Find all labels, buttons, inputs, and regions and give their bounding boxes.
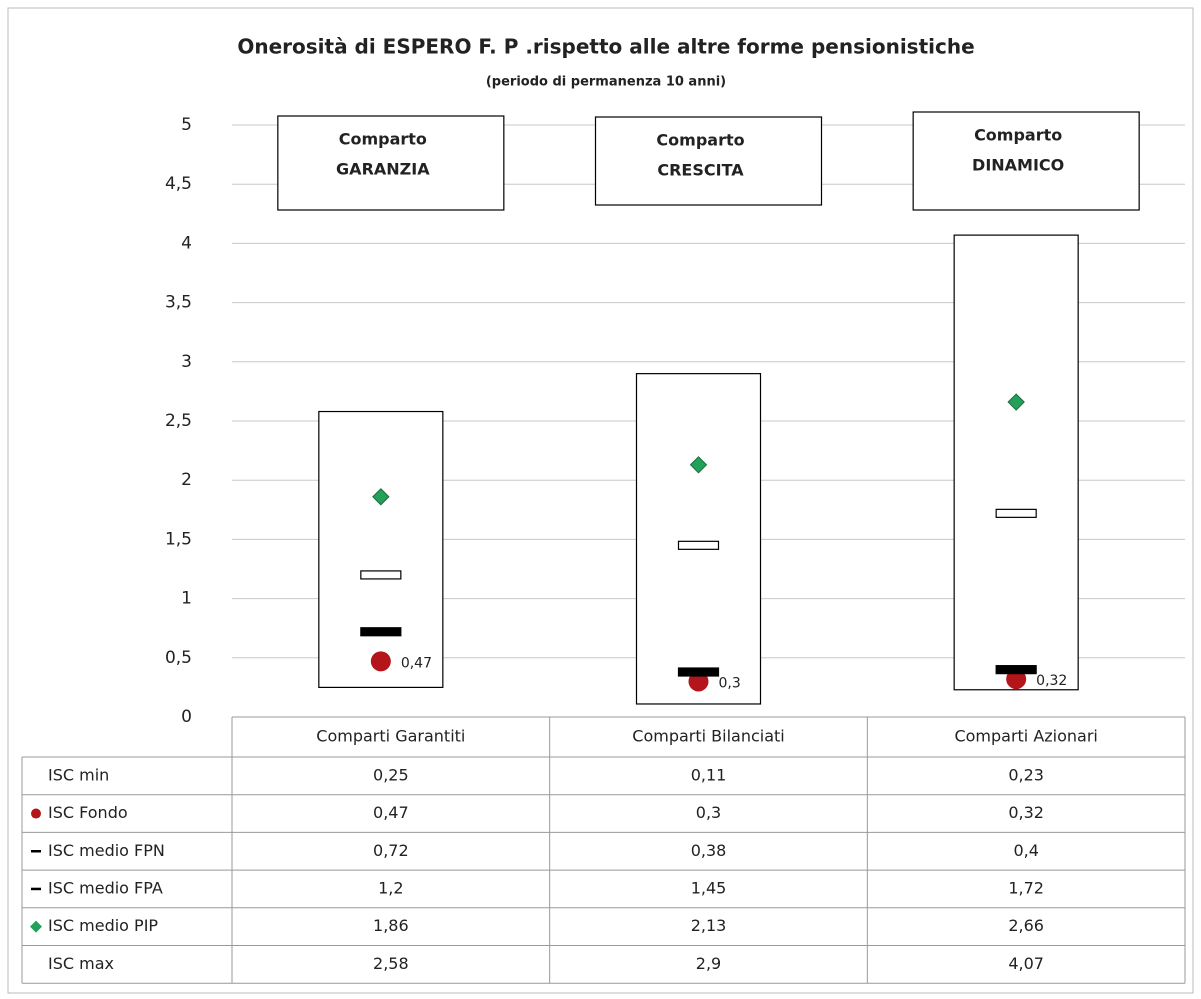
pip-marker: [689, 456, 708, 474]
range-box: [318, 410, 444, 689]
y-tick-label: 3,5: [165, 293, 192, 313]
y-tick-label: 5: [181, 115, 192, 135]
range-box: [635, 373, 762, 705]
row-label: ISC min: [48, 765, 109, 784]
pip-marker: [1007, 393, 1025, 411]
y-tick-label: 1,5: [165, 529, 192, 549]
y-tick-label: 2: [181, 470, 192, 490]
annotation-text: CRESCITA: [657, 161, 744, 180]
table-cell: 1,86: [373, 916, 409, 935]
row-label: ISC medio PIP: [48, 916, 158, 935]
table-cell: 2,58: [373, 954, 409, 973]
table-cell: 4,07: [1008, 954, 1044, 973]
chart-subtitle: (periodo di permanenza 10 anni): [486, 75, 726, 90]
table-cell: 1,2: [378, 878, 403, 897]
table-cell: 0,38: [691, 841, 727, 860]
table-cell: 1,72: [1008, 878, 1044, 897]
data-label: 0,3: [719, 675, 741, 691]
mean-bar: [360, 570, 402, 580]
mean-bar: [995, 665, 1037, 675]
annotation-text: DINAMICO: [972, 156, 1064, 175]
row-label: ISC max: [48, 954, 114, 973]
range-box: [953, 234, 1079, 691]
annotation-text: GARANZIA: [336, 160, 430, 179]
y-tick-label: 3: [181, 352, 192, 372]
mean-bar: [677, 667, 720, 677]
annotation-text: Comparto: [974, 126, 1062, 145]
row-label: ISC medio FPA: [48, 878, 163, 897]
table-cell: 0,32: [1008, 803, 1044, 822]
table-cell: 0,47: [373, 803, 409, 822]
table-cell: 2,9: [696, 954, 721, 973]
data-label: 0,47: [401, 655, 432, 671]
table-cell: 0,23: [1008, 765, 1044, 784]
x-tick-label: Comparti Garantiti: [316, 727, 465, 746]
table-cell: 0,3: [696, 803, 721, 822]
annotation-text: Comparto: [339, 130, 427, 149]
table-cell: 0,11: [691, 765, 727, 784]
y-tick-label: 1: [181, 589, 192, 609]
fondo-marker: [370, 651, 391, 672]
mean-bar: [995, 508, 1037, 518]
legend-marker: [31, 808, 41, 819]
data-label: 0,32: [1036, 673, 1067, 689]
y-tick-label: 0,5: [165, 648, 192, 668]
legend-marker: [30, 920, 42, 933]
row-label: ISC Fondo: [48, 803, 128, 822]
table-cell: 0,4: [1013, 841, 1038, 860]
x-tick-label: Comparti Bilanciati: [632, 727, 784, 746]
annotation-text: Comparto: [656, 131, 744, 150]
mean-bar: [360, 627, 402, 637]
table-cell: 1,45: [691, 878, 727, 897]
table-cell: 2,13: [691, 916, 727, 935]
y-tick-label: 2,5: [165, 411, 192, 431]
y-tick-label: 4,5: [165, 174, 192, 194]
x-tick-label: Comparti Azionari: [954, 727, 1097, 746]
mean-bar: [677, 540, 720, 550]
annotation-box: [594, 116, 823, 206]
table-cell: 0,72: [373, 841, 409, 860]
y-tick-label: 0: [181, 707, 192, 727]
y-tick-label: 4: [181, 233, 192, 253]
table-cell: 2,66: [1008, 916, 1044, 935]
row-label: ISC medio FPN: [48, 841, 165, 860]
annotation-box: [277, 115, 505, 211]
chart-title: Onerosità di ESPERO F. P .rispetto alle …: [237, 35, 974, 59]
annotation-box: [912, 111, 1140, 211]
pip-marker: [372, 488, 390, 506]
table-cell: 0,25: [373, 765, 409, 784]
